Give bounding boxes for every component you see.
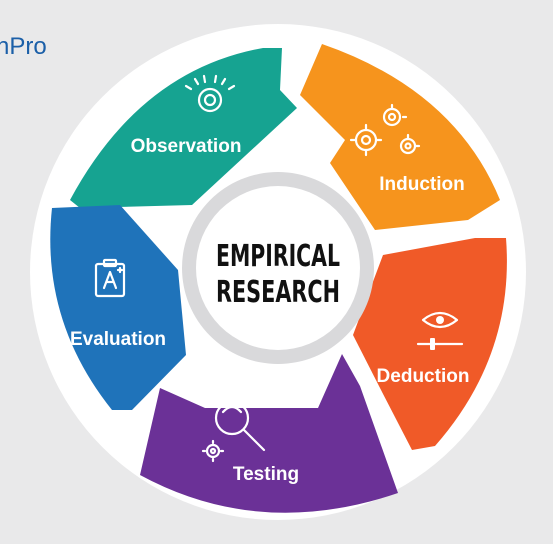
center-hub bbox=[196, 186, 360, 350]
segment-evaluation-label: Evaluation bbox=[70, 329, 166, 350]
segment-testing-label: Testing bbox=[233, 464, 299, 485]
segment-testing[interactable]: Testing bbox=[140, 354, 398, 513]
clipboard-grade-icon bbox=[94, 258, 126, 298]
segment-evaluation[interactable]: Evaluation bbox=[50, 205, 187, 410]
segment-observation-shape bbox=[70, 48, 297, 208]
segment-deduction-label: Deduction bbox=[377, 366, 470, 387]
segment-observation-label: Observation bbox=[131, 136, 242, 157]
center-title-line2: RESEARCH bbox=[216, 275, 340, 310]
brand-logo-text: nPro bbox=[0, 33, 47, 60]
magnifier-gear-icon bbox=[201, 400, 266, 463]
segment-testing-shape bbox=[140, 354, 398, 513]
segment-deduction[interactable]: Deduction bbox=[353, 238, 507, 450]
segment-observation[interactable]: Observation bbox=[70, 48, 297, 208]
gears-icon bbox=[349, 103, 421, 157]
center-title-line1: EMPIRICAL bbox=[216, 239, 340, 274]
segment-induction[interactable]: Induction bbox=[300, 44, 500, 230]
eye-slider-icon bbox=[416, 311, 464, 350]
segment-evaluation-shape bbox=[50, 205, 187, 410]
eye-icon bbox=[184, 74, 236, 113]
segment-induction-label: Induction bbox=[379, 174, 464, 195]
segment-induction-shape bbox=[300, 44, 500, 230]
